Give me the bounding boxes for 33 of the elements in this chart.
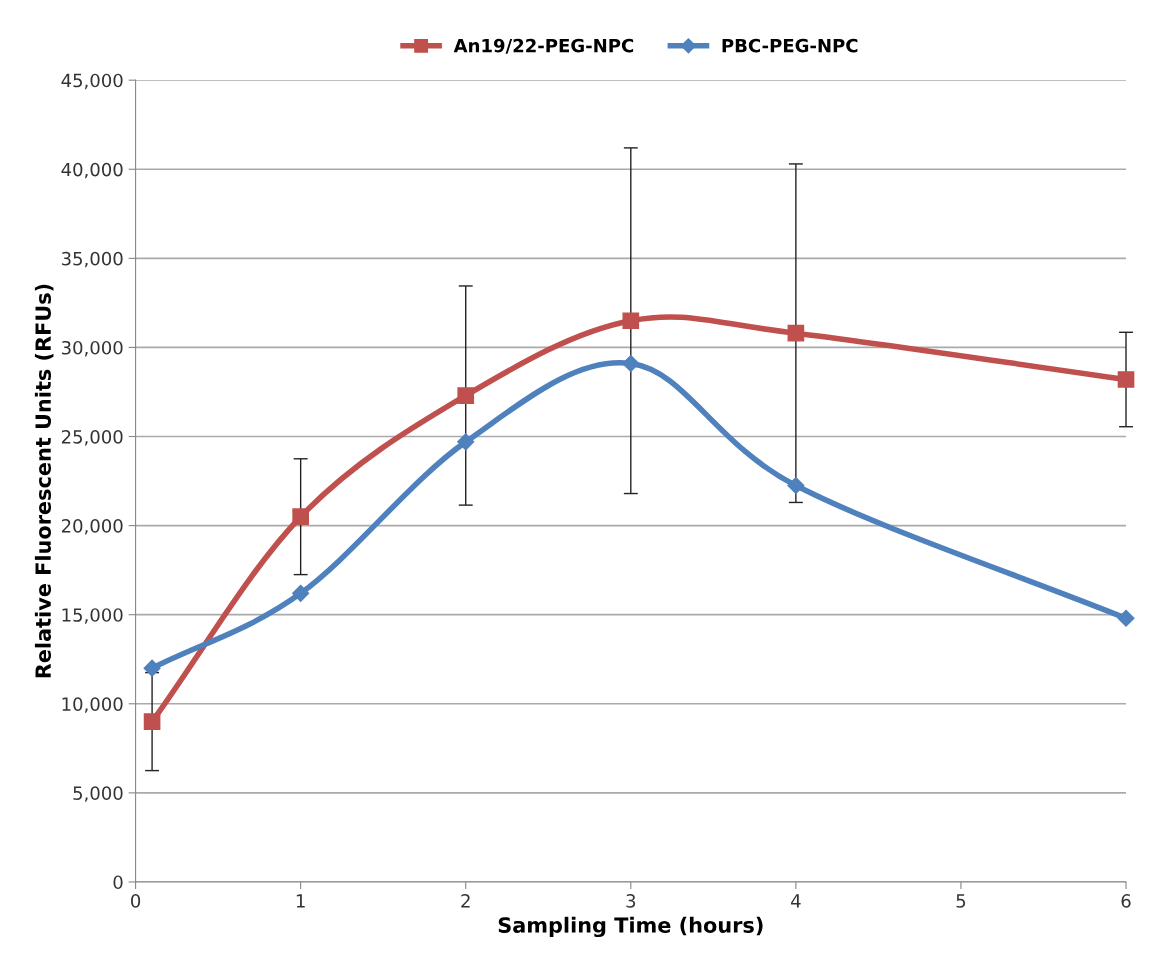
x-tick-label: 4: [791, 894, 801, 908]
point: [787, 324, 805, 342]
x-tick-label: 0: [131, 894, 141, 908]
point: [143, 713, 161, 730]
y-tick-label: 30,000: [61, 340, 123, 357]
y-tick-label: 20,000: [61, 519, 123, 535]
y-tick-label: 10,000: [62, 697, 123, 713]
point: [292, 508, 309, 526]
point: [457, 387, 475, 404]
y-axis-title: Relative Fluorescent Units (RFUs): [34, 284, 54, 678]
x-tick-label: 2: [461, 894, 470, 908]
x-tick-label: 3: [626, 894, 636, 908]
y-tick-label: 25,000: [61, 429, 123, 446]
x-tick-label: 1: [296, 894, 305, 908]
point: [1117, 609, 1135, 627]
point: [457, 433, 475, 451]
point: [787, 476, 805, 495]
y-tick-label: 40,000: [61, 162, 123, 179]
y-tick-label: 35,000: [61, 251, 123, 268]
point: [1117, 371, 1135, 388]
point: [143, 659, 161, 677]
point: [292, 584, 310, 602]
y-tick-label: 45,000: [61, 73, 123, 90]
legend-label: An19/22-PEG-NPC: [453, 38, 634, 54]
y-tick-label: 5,000: [73, 786, 123, 802]
x-axis-title: Sampling Time (hours): [498, 916, 763, 938]
x-tick-label: 6: [1121, 894, 1131, 908]
legend-label: PBC-PEG-NPC: [722, 38, 858, 53]
point: [622, 312, 640, 330]
y-tick-label: 0: [113, 875, 123, 890]
point: [622, 354, 640, 373]
x-tick-label: 5: [956, 894, 966, 908]
y-tick-label: 15,000: [62, 608, 123, 624]
